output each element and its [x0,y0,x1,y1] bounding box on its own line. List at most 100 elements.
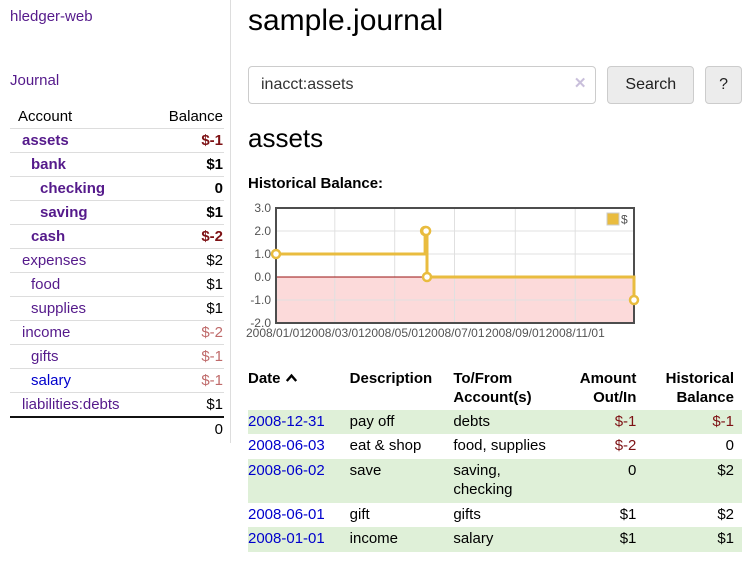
search-button[interactable]: Search [607,66,695,104]
transaction-row[interactable]: 2008-06-03 eat & shop food, supplies $-2… [248,434,742,459]
svg-text:-2.0: -2.0 [250,316,271,330]
account-link[interactable]: saving [40,204,88,221]
register-column-accounts: To/From Account(s) [453,370,532,406]
account-link[interactable]: assets [22,132,69,149]
sidebar: hledger-web Journal Account Balance asse… [0,0,231,443]
transaction-accounts: debts [453,412,491,430]
transaction-description: income [349,530,398,548]
historical-balance-chart: $3.0 2.0 1.0 0.0 -1.0 -2.0 2008/01/01 2008/03/0… [246,201,742,350]
account-balance: $-1 [152,128,224,153]
accounts-table: Account Balance assets $-1 bank $1 check… [10,105,224,441]
svg-text:3.0: 3.0 [254,201,271,215]
account-link[interactable]: gifts [31,348,59,365]
account-balance: $2 [152,248,224,273]
chart-data-point [420,225,432,237]
transaction-balance: $1 [717,530,734,548]
account-row: checking 0 [10,176,224,201]
account-row: food $1 [10,272,224,297]
transaction-description: eat & shop [349,437,422,455]
register-column-date: Date [248,368,350,410]
account-balance: $1 [152,200,224,225]
account-row: saving $1 [10,200,224,225]
chart-border [275,207,635,324]
clear-search-icon[interactable]: ✕ [573,75,587,92]
transaction-row[interactable]: 2008-01-01 income salary $1 $1 [248,527,742,552]
account-row: expenses $2 [10,248,224,273]
account-balance: 0 [152,176,224,201]
chart-data-point [270,248,282,260]
transaction-amount: 0 [628,462,637,479]
chart-data-point [421,271,433,283]
account-link[interactable]: income [22,324,71,341]
transaction-description: save [349,462,382,479]
transaction-amount: $1 [619,505,637,523]
svg-text:0.0: 0.0 [254,270,271,284]
brand-link[interactable]: hledger-web [10,8,93,25]
account-row: assets $-1 [10,128,224,153]
account-balance: $1 [152,272,224,297]
account-row: income $-2 [10,320,224,345]
register-column-balance: Historical Balance [665,370,734,406]
account-link[interactable]: checking [40,180,106,197]
legend-label: $ [621,213,628,227]
account-heading: assets [248,123,324,153]
transaction-balance: $2 [717,462,734,479]
account-row: bank $1 [10,152,224,177]
transaction-date-link[interactable]: 2008-06-02 [248,462,325,479]
transaction-accounts: salary [453,530,494,548]
account-link[interactable]: liabilities:debts [22,396,120,413]
account-link[interactable]: food [31,276,61,293]
search-form: ✕ Search ? [248,66,742,104]
account-balance: $-2 [152,320,224,345]
account-row: liabilities:debts $1 [10,392,224,418]
help-button[interactable]: ? [705,66,742,104]
accounts-column-balance: Balance [152,105,224,129]
accounts-header-row: Account Balance [10,105,224,129]
account-balance: $1 [152,392,224,418]
svg-text:1.0: 1.0 [254,247,271,261]
account-link[interactable]: supplies [31,300,87,317]
account-row: gifts $-1 [10,344,224,369]
register-table: Date Description To/From Account(s) Amou… [248,368,742,552]
search-input[interactable] [248,66,597,104]
account-balance: $1 [152,296,224,321]
svg-text:2008/09/01: 2008/09/01 [485,326,545,340]
accounts-column-account: Account [10,105,153,129]
transaction-date-link[interactable]: 2008-12-31 [248,412,325,430]
sidebar-item-journal[interactable]: Journal [10,72,60,89]
svg-text:2008/01/01: 2008/01/01 [246,326,306,340]
transaction-balance: $-1 [712,412,734,430]
main-content: sample.journal ✕ Search ? assets Histori… [231,0,742,562]
account-link[interactable]: cash [31,228,66,245]
register-column-amount: Amount Out/In [579,370,637,406]
account-balance: $-1 [152,368,224,393]
transaction-balance: 0 [725,437,734,455]
svg-text:2008/05/01: 2008/05/01 [365,326,425,340]
chart-title: Historical Balance: [248,175,384,192]
account-link[interactable]: bank [31,156,67,173]
accounts-total-row: 0 [10,416,224,441]
chart-data-point [628,294,640,306]
chart-svg: $3.0 2.0 1.0 0.0 -1.0 -2.02008/01/012008/03/0… [246,201,640,340]
svg-text:2008/03/01: 2008/03/01 [305,326,365,340]
register-column-description: Description [349,370,433,387]
transaction-balance: $2 [717,505,734,523]
transaction-amount: $1 [619,530,637,548]
transaction-date-link[interactable]: 2008-06-01 [248,505,325,523]
svg-text:2.0: 2.0 [254,224,271,238]
transaction-date-link[interactable]: 2008-01-01 [248,530,325,548]
transaction-row[interactable]: 2008-12-31 pay off debts $-1 $-1 [248,409,742,435]
legend-swatch [606,212,620,226]
transaction-row[interactable]: 2008-06-01 gift gifts $1 $2 [248,503,742,528]
account-link[interactable]: salary [31,372,72,389]
transaction-description: pay off [349,412,395,430]
transaction-amount: $-2 [614,437,637,455]
chart-legend: $ [602,210,633,229]
account-balance: $-2 [152,224,224,249]
account-link[interactable]: expenses [22,252,87,269]
transaction-date-link[interactable]: 2008-06-03 [248,437,325,455]
accounts-total-balance: 0 [152,416,224,441]
svg-text:-1.0: -1.0 [250,293,271,307]
svg-text:2008/07/01: 2008/07/01 [424,326,484,340]
transaction-row[interactable]: 2008-06-02 save saving, checking 0 $2 [248,459,742,503]
